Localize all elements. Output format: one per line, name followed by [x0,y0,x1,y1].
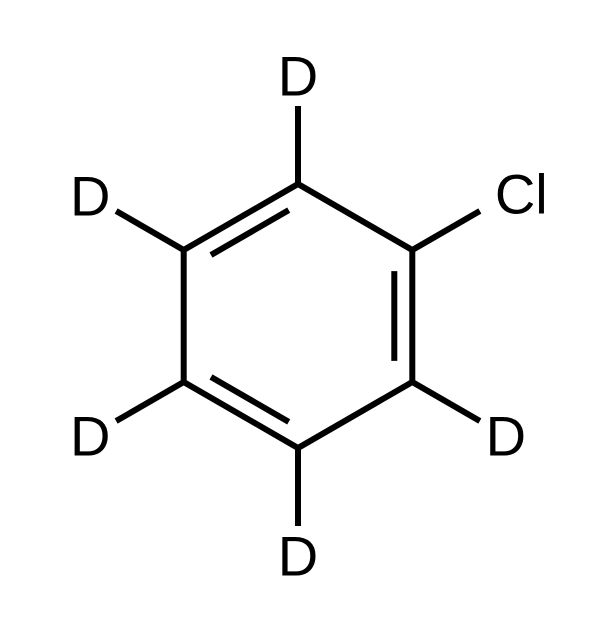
atom-label-d: D [278,525,318,588]
substituent-bond [412,211,480,250]
ring-bond [298,184,412,250]
substituent-bond [116,211,184,250]
atom-label-d: D [70,405,110,468]
atom-label-d: D [70,164,110,227]
substituent-bond [412,382,480,421]
atom-label-cl: Cl [495,162,548,225]
atom-label-d: D [278,45,318,108]
substituent-bond [116,382,184,421]
ring-bond-inner [211,377,289,422]
ring-bond-inner [211,210,289,255]
ring-bond [298,382,412,448]
atom-label-d: D [486,405,526,468]
molecule-diagram: Cl D D D D D [0,0,595,640]
